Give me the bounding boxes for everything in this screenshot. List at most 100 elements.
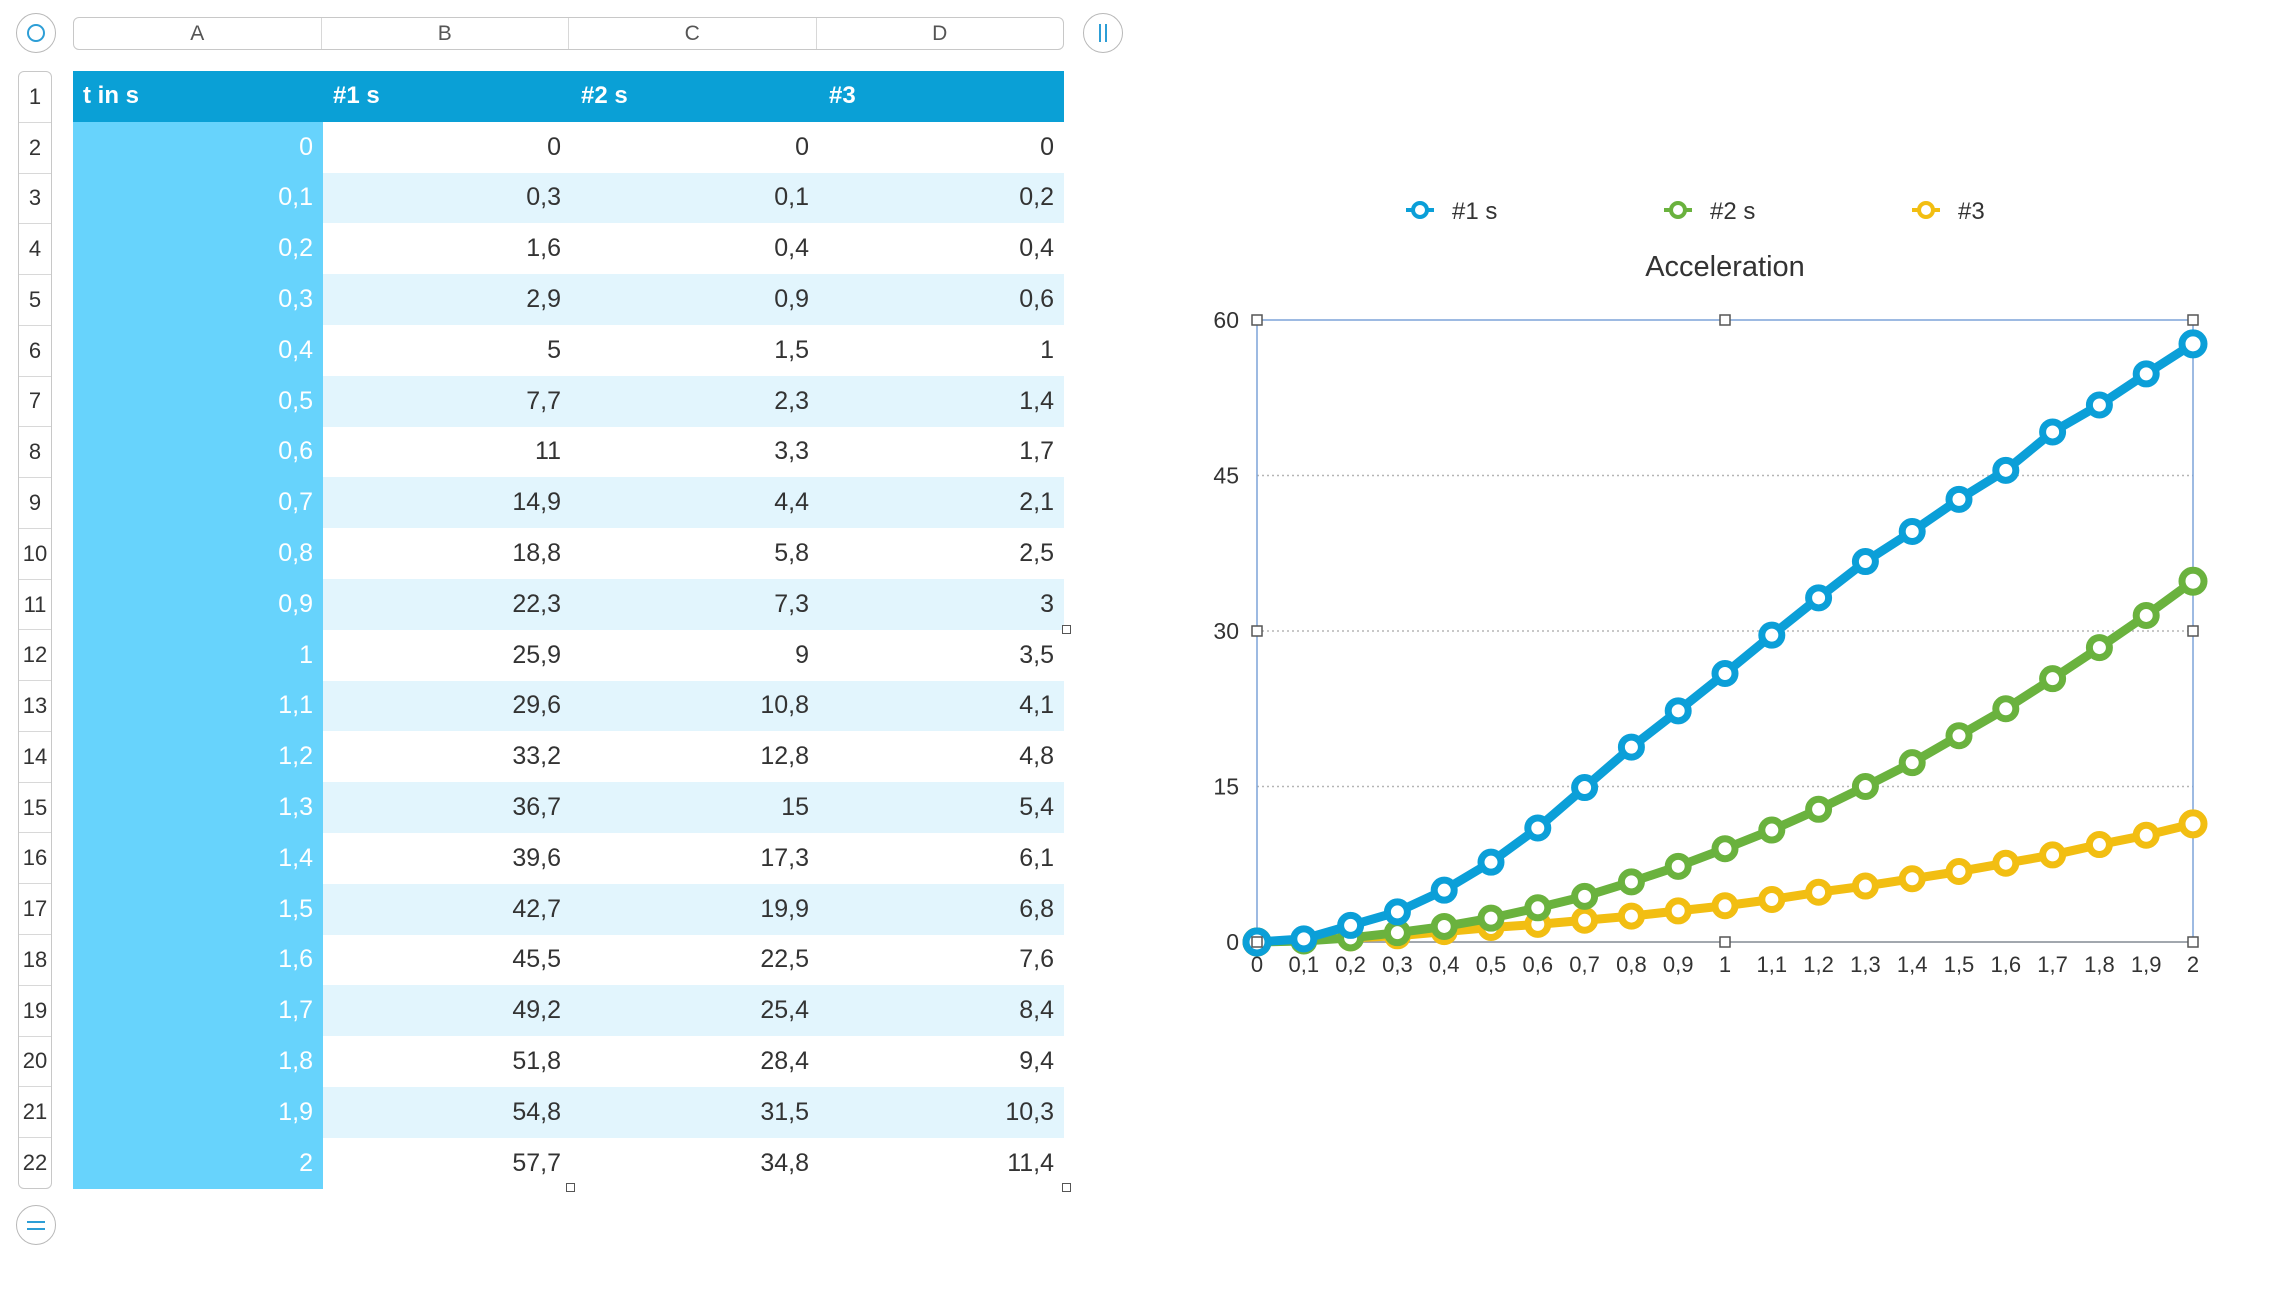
row-header-19[interactable]: 19 xyxy=(19,986,51,1037)
row-header-21[interactable]: 21 xyxy=(19,1087,51,1139)
add-row-button[interactable] xyxy=(16,1205,56,1245)
table-cell[interactable]: 31,5 xyxy=(571,1086,819,1138)
table-cell[interactable]: 49,2 xyxy=(323,985,571,1037)
table-cell[interactable]: 42,7 xyxy=(323,883,571,935)
table-cell[interactable]: 0,4 xyxy=(571,223,819,275)
table-cell[interactable]: 34,8 xyxy=(571,1137,819,1189)
row-header-4[interactable]: 4 xyxy=(19,224,51,276)
table-cell[interactable]: 0,6 xyxy=(73,426,323,478)
table-cell[interactable]: 5 xyxy=(323,324,571,376)
header-cell[interactable]: #2 s xyxy=(571,71,819,122)
row-header-14[interactable]: 14 xyxy=(19,732,51,783)
table-cell[interactable]: 7,6 xyxy=(819,934,1064,986)
table-cell[interactable]: 1,6 xyxy=(73,934,323,986)
table-cell[interactable]: 1,4 xyxy=(819,375,1064,427)
table-cell[interactable]: 2,5 xyxy=(819,528,1064,579)
table-cell[interactable]: 4,4 xyxy=(571,477,819,529)
add-column-button[interactable] xyxy=(1083,13,1123,53)
table-cell[interactable]: 1,7 xyxy=(73,985,323,1037)
table-cell[interactable]: 0,3 xyxy=(73,274,323,325)
table-cell[interactable]: 4,8 xyxy=(819,731,1064,783)
row-header-1[interactable]: 1 xyxy=(19,72,51,123)
table-cell[interactable]: 7,7 xyxy=(323,375,571,427)
table-cell[interactable]: 7,3 xyxy=(571,578,819,630)
table-cell[interactable]: 3,3 xyxy=(571,426,819,478)
table-cell[interactable]: 0 xyxy=(323,121,571,173)
row-header-6[interactable]: 6 xyxy=(19,326,51,377)
chart-resize-handle[interactable] xyxy=(2187,625,2199,637)
table-cell[interactable]: 11,4 xyxy=(819,1137,1064,1189)
column-header-b[interactable]: B xyxy=(322,18,569,49)
table-cell[interactable]: 4,1 xyxy=(819,680,1064,732)
table-cell[interactable]: 22,3 xyxy=(323,578,571,630)
table-cell[interactable]: 14,9 xyxy=(323,477,571,529)
table-cell[interactable]: 1 xyxy=(819,324,1064,376)
row-header-13[interactable]: 13 xyxy=(19,681,51,732)
table-cell[interactable]: 1 xyxy=(73,629,323,681)
table-cell[interactable]: 19,9 xyxy=(571,883,819,935)
table-cell[interactable]: 0,9 xyxy=(73,578,323,630)
row-header-10[interactable]: 10 xyxy=(19,529,51,580)
table-cell[interactable]: 0,4 xyxy=(819,223,1064,275)
table-cell[interactable]: 45,5 xyxy=(323,934,571,986)
header-cell[interactable]: t in s xyxy=(73,71,323,122)
acceleration-chart[interactable]: #1 s #2 s #3 Acceleration 0 15 30 45 60 0 0,1 0,2 0,… xyxy=(1150,170,2260,1010)
table-cell[interactable]: 6,1 xyxy=(819,832,1064,884)
table-cell[interactable]: 0 xyxy=(73,121,323,173)
table-cell[interactable]: 36,7 xyxy=(323,782,571,833)
table-cell[interactable]: 1,7 xyxy=(819,426,1064,478)
table-cell[interactable]: 1,5 xyxy=(73,883,323,935)
table-cell[interactable]: 54,8 xyxy=(323,1086,571,1138)
table-cell[interactable]: 2,3 xyxy=(571,375,819,427)
row-header-15[interactable]: 15 xyxy=(19,783,51,834)
chart-resize-handle[interactable] xyxy=(2187,936,2199,948)
table-cell[interactable]: 9,4 xyxy=(819,1036,1064,1087)
table-cell[interactable]: 6,8 xyxy=(819,883,1064,935)
table-cell[interactable]: 0,1 xyxy=(73,172,323,224)
table-cell[interactable]: 0,8 xyxy=(73,528,323,579)
table-cell[interactable]: 1,5 xyxy=(571,324,819,376)
table-cell[interactable]: 2 xyxy=(73,1137,323,1189)
table-cell[interactable]: 29,6 xyxy=(323,680,571,732)
table-cell[interactable]: 57,7 xyxy=(323,1137,571,1189)
table-cell[interactable]: 0,7 xyxy=(73,477,323,529)
table-cell[interactable]: 1,9 xyxy=(73,1086,323,1138)
table-cell[interactable]: 1,3 xyxy=(73,782,323,833)
chart-resize-handle[interactable] xyxy=(1251,625,1263,637)
table-cell[interactable]: 1,6 xyxy=(323,223,571,275)
table-resize-handle-corner[interactable] xyxy=(1062,1183,1071,1192)
table-cell[interactable]: 0,4 xyxy=(73,324,323,376)
table-cell[interactable]: 1,1 xyxy=(73,680,323,732)
chart-resize-handle[interactable] xyxy=(1251,936,1263,948)
table-cell[interactable]: 25,4 xyxy=(571,985,819,1037)
table-cell[interactable]: 1,2 xyxy=(73,731,323,783)
table-cell[interactable]: 18,8 xyxy=(323,528,571,579)
table-cell[interactable]: 0,1 xyxy=(571,172,819,224)
table-cell[interactable]: 12,8 xyxy=(571,731,819,783)
table-cell[interactable]: 0 xyxy=(819,121,1064,173)
table-cell[interactable]: 0,2 xyxy=(819,172,1064,224)
column-header-c[interactable]: C xyxy=(569,18,817,49)
table-cell[interactable]: 8,4 xyxy=(819,985,1064,1037)
row-header-18[interactable]: 18 xyxy=(19,935,51,986)
table-cell[interactable]: 9 xyxy=(571,629,819,681)
select-table-button[interactable] xyxy=(16,13,56,53)
chart-resize-handle[interactable] xyxy=(1719,936,1731,948)
table-cell[interactable]: 39,6 xyxy=(323,832,571,884)
table-cell[interactable]: 0,5 xyxy=(73,375,323,427)
row-header-16[interactable]: 16 xyxy=(19,833,51,885)
table-cell[interactable]: 3 xyxy=(819,578,1064,630)
row-header-22[interactable]: 22 xyxy=(22,1149,48,1175)
table-cell[interactable]: 2,1 xyxy=(819,477,1064,529)
row-header-17[interactable]: 17 xyxy=(19,884,51,936)
row-header-9[interactable]: 9 xyxy=(19,478,51,529)
row-header-3[interactable]: 3 xyxy=(19,174,51,225)
row-header-8[interactable]: 8 xyxy=(19,427,51,479)
row-header-7[interactable]: 7 xyxy=(19,377,51,428)
table-cell[interactable]: 0 xyxy=(571,121,819,173)
table-cell[interactable]: 0,6 xyxy=(819,274,1064,325)
table-cell[interactable]: 17,3 xyxy=(571,832,819,884)
table-cell[interactable]: 28,4 xyxy=(571,1036,819,1087)
table-cell[interactable]: 2,9 xyxy=(323,274,571,325)
table-cell[interactable]: 11 xyxy=(323,426,571,478)
